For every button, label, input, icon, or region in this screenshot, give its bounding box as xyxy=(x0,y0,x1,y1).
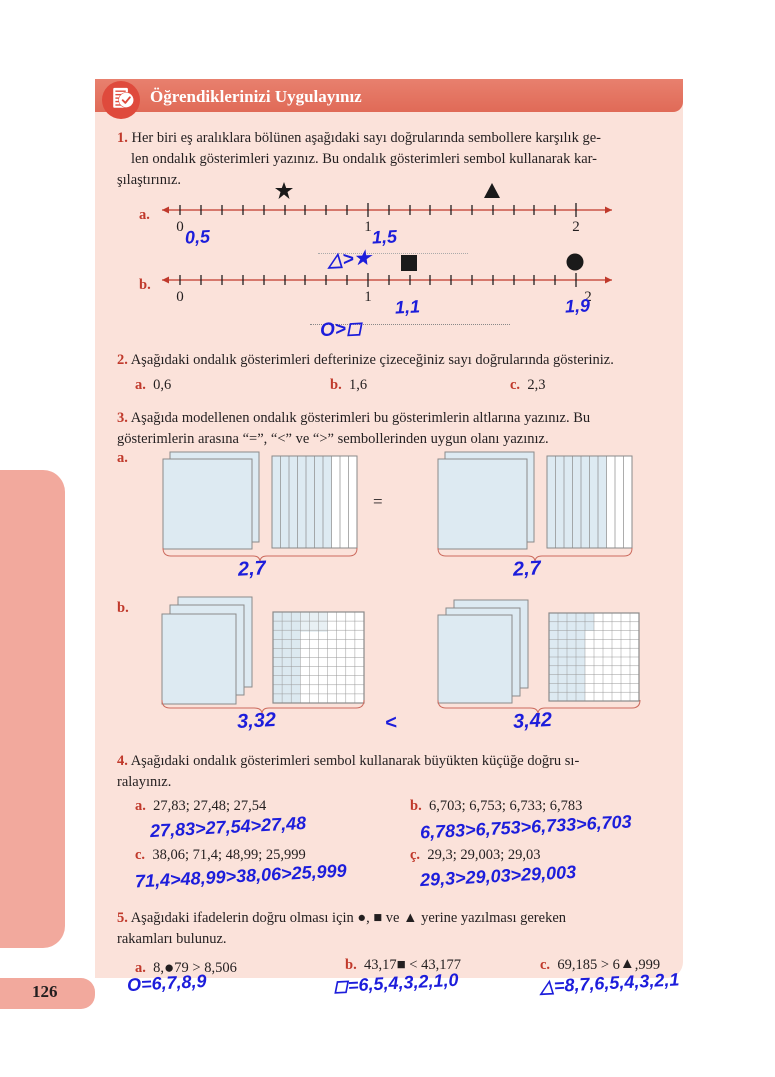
svg-text:0: 0 xyxy=(176,289,184,305)
svg-text:1: 1 xyxy=(364,289,372,305)
svg-text:0: 0 xyxy=(176,219,184,235)
svg-text:2: 2 xyxy=(572,219,580,235)
